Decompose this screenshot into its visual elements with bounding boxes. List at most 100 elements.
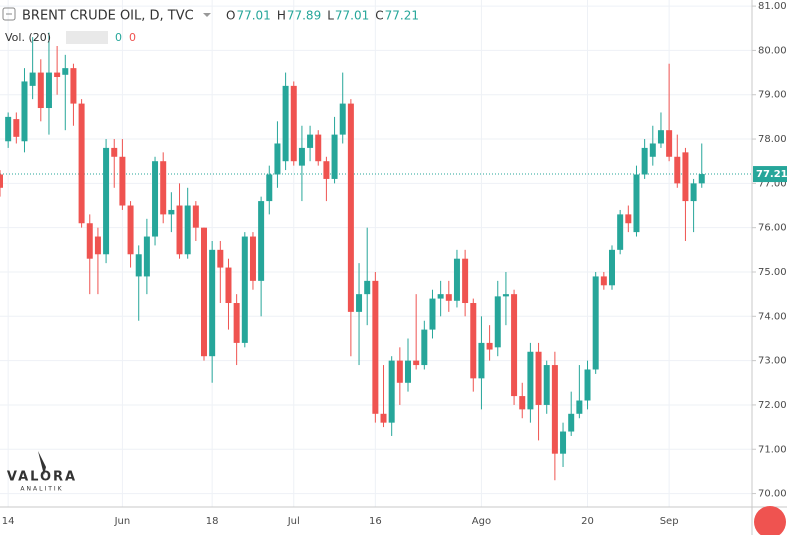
ohlc-value: 77.01	[335, 9, 369, 23]
candle-body	[405, 360, 411, 383]
candle-body	[347, 103, 354, 312]
candle-body	[519, 396, 526, 410]
candle-body	[388, 360, 395, 423]
candle-body	[413, 360, 420, 366]
candle-body	[641, 147, 648, 175]
candle-body	[502, 294, 509, 297]
candle-body	[111, 147, 118, 157]
volume-value: 0	[129, 31, 136, 44]
x-tick-label: 16	[369, 516, 382, 527]
y-tick-label: 77.00	[758, 178, 787, 189]
candle-body	[62, 68, 69, 75]
candle-body	[576, 400, 583, 414]
x-tick-label: 20	[581, 516, 594, 527]
chart-title: BRENT CRUDE OIL, D, TVC	[22, 9, 194, 24]
candle-body	[54, 72, 61, 78]
y-tick-label: 75.00	[758, 267, 787, 278]
candle-body	[217, 249, 224, 268]
candle-body	[29, 72, 36, 86]
candle-body	[209, 249, 216, 357]
candle-body	[323, 161, 330, 179]
candle-body	[657, 130, 664, 144]
corner-button[interactable]	[754, 506, 786, 535]
volume-value: 0	[115, 31, 122, 44]
collapse-icon[interactable]	[2, 7, 16, 21]
candle-body	[37, 72, 44, 109]
x-tick-label: Sep	[660, 516, 679, 527]
candle-body	[584, 369, 591, 401]
candle-body	[307, 134, 314, 148]
candle-body	[364, 280, 371, 295]
candle-body	[380, 413, 387, 423]
candle-body	[535, 351, 542, 405]
ohlc-key: H	[277, 9, 286, 23]
candle-body	[478, 342, 485, 379]
candle-body	[127, 205, 134, 255]
candle-body	[331, 134, 338, 179]
candle-body	[152, 161, 159, 237]
candle-body	[135, 254, 142, 277]
y-tick-label: 73.00	[758, 356, 787, 367]
candle-body	[609, 249, 615, 286]
candle-body	[462, 258, 469, 304]
y-tick-label: 72.00	[758, 400, 787, 411]
candle-body	[690, 183, 697, 202]
candle-body	[184, 205, 191, 255]
candle-body	[527, 351, 534, 410]
y-tick-label: 80.00	[758, 45, 787, 56]
logo-mark	[38, 451, 46, 475]
candle-body	[266, 174, 273, 202]
candle-body	[543, 365, 550, 405]
candle-body	[511, 294, 518, 397]
candle-body	[143, 236, 150, 277]
candle-body	[5, 116, 12, 142]
title-dropdown[interactable]	[203, 13, 211, 17]
volume-label: Vol. (20)	[5, 31, 51, 44]
last-price-tag	[753, 166, 787, 183]
candle-body	[568, 413, 575, 432]
candle-body	[372, 280, 379, 414]
candle-body	[192, 205, 199, 228]
candle-body	[674, 156, 681, 184]
ohlc-legend: O 77.01 H 77.89 L 77.01 C 77.21	[226, 9, 419, 23]
volume-icons[interactable]	[66, 31, 108, 44]
ohlc-key: C	[375, 9, 383, 23]
y-tick-label: 71.00	[758, 444, 787, 455]
candle-body	[315, 134, 322, 162]
candle-body	[356, 294, 363, 312]
candle-body	[625, 214, 632, 224]
candle-body	[470, 303, 477, 379]
y-tick-label: 81.00	[758, 1, 787, 12]
y-tick-label: 79.00	[758, 90, 787, 101]
y-tick-label: 70.00	[758, 489, 787, 500]
candle-body	[396, 360, 403, 383]
x-tick-label: Ago	[472, 516, 491, 527]
candle-body	[274, 143, 281, 175]
candle-body	[339, 103, 346, 135]
x-tick-label: 14	[2, 516, 15, 527]
candle-body	[21, 81, 28, 142]
candles	[0, 32, 705, 481]
candle-body	[592, 276, 599, 370]
y-tick-label: 78.00	[758, 134, 787, 145]
y-tick-label: 74.00	[758, 311, 787, 322]
watermark-sub: ANALITIK	[20, 486, 63, 493]
x-tick-label: Jun	[114, 516, 131, 527]
candle-body	[445, 294, 452, 301]
candle-body	[290, 85, 297, 162]
candle-body	[225, 267, 232, 304]
candle-body	[429, 298, 436, 330]
candle-body	[233, 303, 240, 343]
candle-body	[633, 174, 640, 233]
candle-body	[617, 214, 624, 250]
candle-body	[249, 236, 256, 281]
ohlc-value: 77.89	[287, 9, 321, 23]
candle-body	[600, 276, 607, 286]
candle-body	[282, 85, 289, 162]
candle-body	[176, 205, 183, 255]
candle-body	[682, 152, 689, 202]
candle-body	[160, 161, 167, 215]
